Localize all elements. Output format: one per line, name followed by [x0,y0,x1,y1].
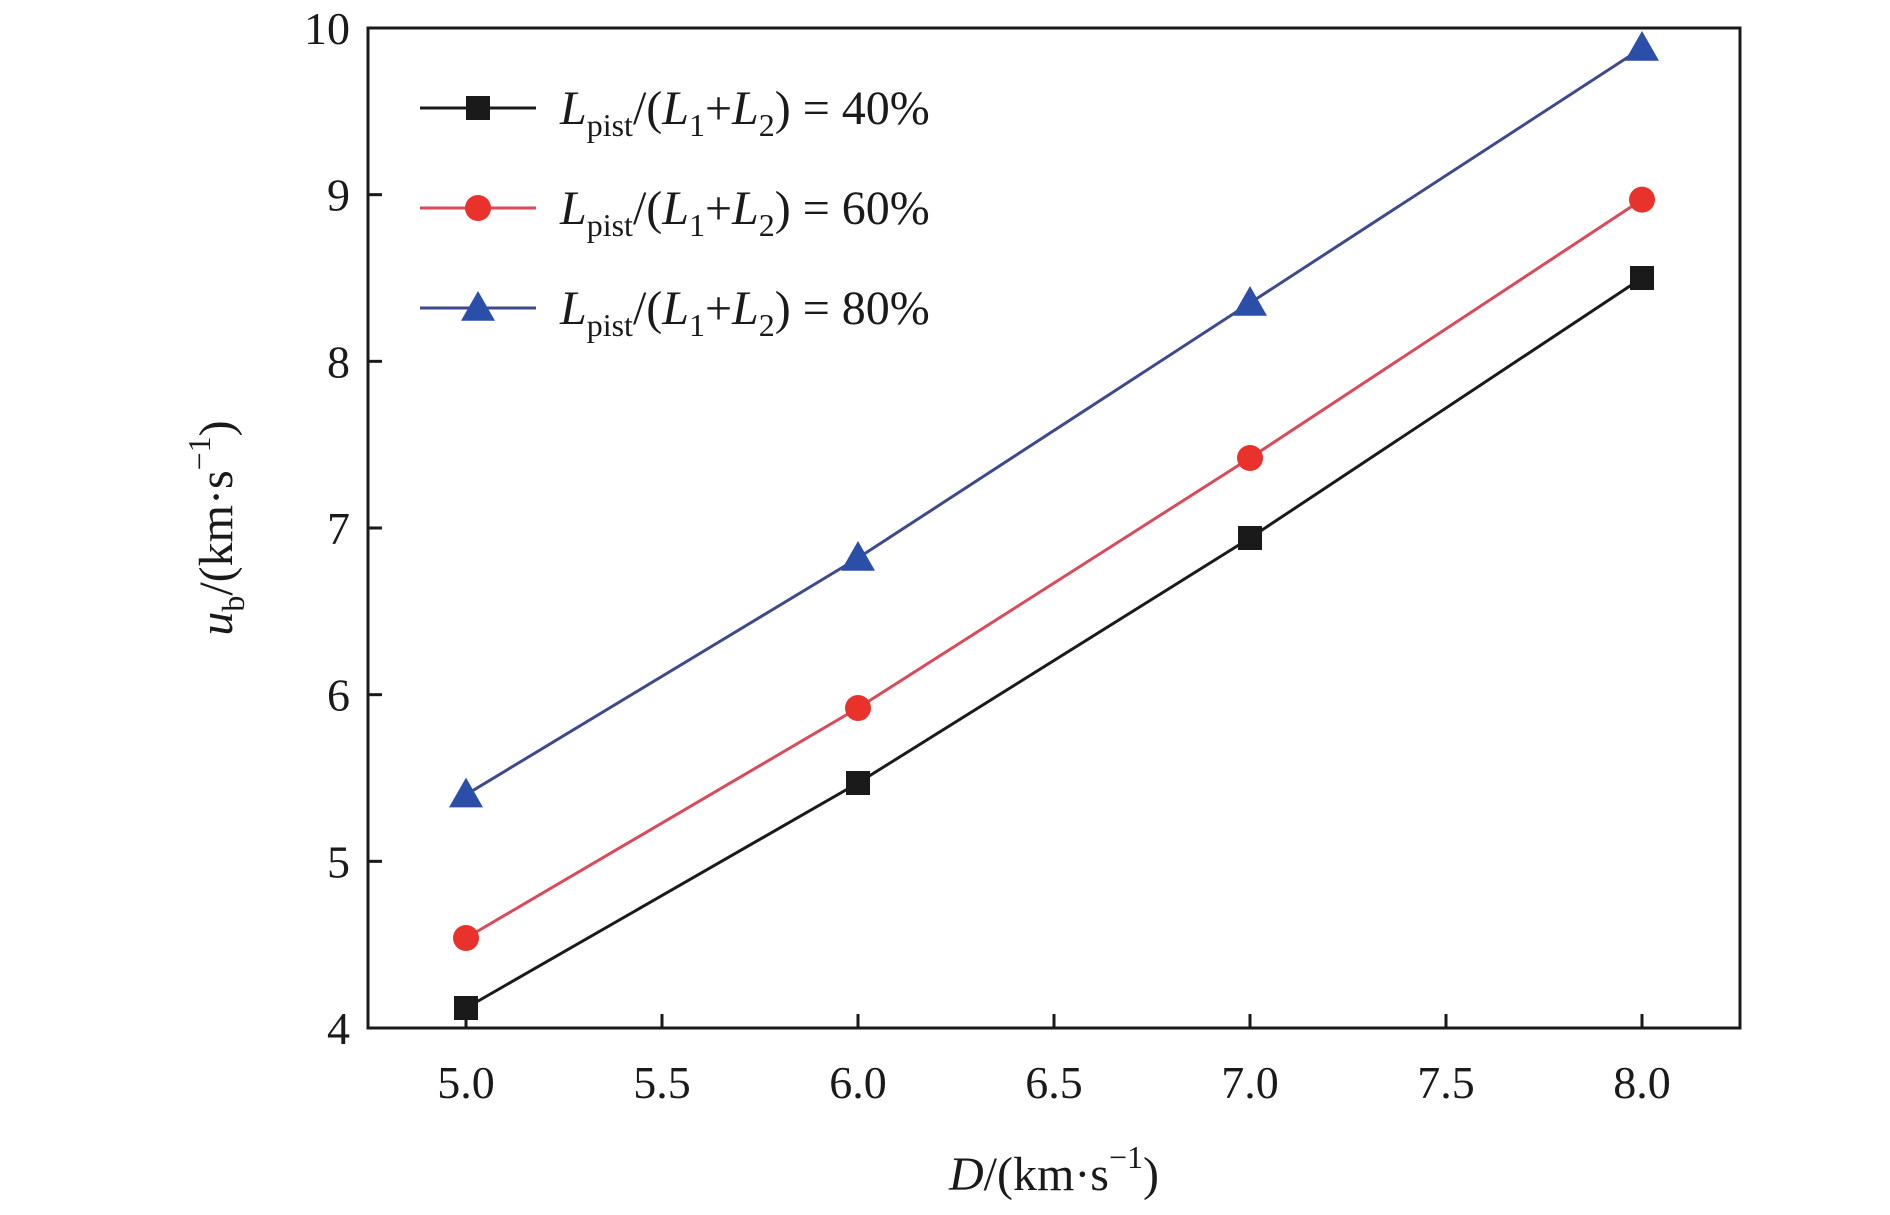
data-point-square [1630,266,1654,290]
legend-label-part: 1 [689,207,705,243]
legend-label-part: L [559,182,587,235]
legend-swatch-triangle [461,291,495,321]
legend-label-part: L [559,282,587,335]
series-line [465,198,1643,940]
y-tick-label: 8 [327,336,350,387]
series-layer [449,31,1659,1020]
x-axis: 5.0 5.5 6.0 6.5 7.0 7.5 8.0 [437,1014,1671,1108]
x-axis-var: D [948,1148,984,1201]
legend-label-part: L [731,182,759,235]
x-tick-label: 7.0 [1221,1057,1279,1108]
data-point-square [1238,526,1262,550]
data-point-circle [845,695,871,721]
series-line [465,276,1643,1010]
legend-item-2: Lpist/(L1+L2) = 60% [420,182,930,243]
legend-label-part: ) = 60% [775,182,930,235]
y-tick-label: 10 [304,3,350,54]
y-tick-label: 9 [327,170,350,221]
x-axis-unit: /(km·s [984,1148,1109,1201]
legend-label-part: + [705,82,732,135]
x-tick-label: 6.5 [1025,1057,1083,1108]
x-tick-label: 5.5 [633,1057,691,1108]
legend-label-part: /( [633,182,662,235]
legend-label-part: L [661,82,689,135]
x-tick-label: 7.5 [1417,1057,1475,1108]
legend-label-part: L [661,282,689,335]
data-point-triangle [1233,286,1267,316]
legend-item-1: Lpist/(L1+L2) = 40% [420,82,930,143]
series-3 [449,31,1659,808]
legend-label-part: /( [633,82,662,135]
legend-label-part: pist [587,307,633,343]
y-axis-close: ) [190,420,243,436]
series-line [465,46,1643,796]
legend-label-part: L [731,282,759,335]
x-axis-exp: −1 [1109,1139,1143,1175]
legend-label-part: pist [587,207,633,243]
series-1 [454,266,1654,1020]
legend-label-part: 1 [689,107,705,143]
plot-frame [366,26,1742,1030]
y-axis: 4 5 6 7 8 9 10 [304,3,382,1054]
legend-label-part: + [705,282,732,335]
y-axis-var: u [190,612,243,636]
legend-label-part: L [661,182,689,235]
legend-label-part: 2 [759,307,775,343]
legend-label-part: /( [633,282,662,335]
legend-label-part: ) = 80% [775,282,930,335]
data-point-triangle [841,541,875,571]
y-tick-label: 4 [327,1003,350,1054]
legend-label-part: L [559,82,587,135]
data-point-circle [1237,445,1263,471]
legend-label: Lpist/(L1+L2) = 80% [559,282,930,343]
legend-swatch-circle [465,195,491,221]
y-axis-exp: −1 [181,436,217,470]
series-2 [453,186,1655,951]
x-tick-label: 8.0 [1613,1057,1671,1108]
y-tick-label: 7 [327,503,350,554]
legend-label-part: L [731,82,759,135]
legend-label: Lpist/(L1+L2) = 60% [559,182,930,243]
data-point-triangle [449,777,483,808]
y-axis-title: ub/(km·s−1) [181,420,251,635]
data-point-circle [453,925,479,951]
data-point-square [846,771,870,795]
legend-label-part: pist [587,107,633,143]
legend-label-part: 2 [759,107,775,143]
legend-swatch-square [466,96,490,120]
legend-label-part: 1 [689,307,705,343]
x-tick-label: 6.0 [829,1057,887,1108]
x-axis-title: D/(km·s−1) [948,1139,1159,1201]
legend-item-3: Lpist/(L1+L2) = 80% [420,282,930,343]
legend: Lpist/(L1+L2) = 40%Lpist/(L1+L2) = 60%Lp… [420,82,930,343]
legend-label: Lpist/(L1+L2) = 40% [559,82,930,143]
data-point-square [454,996,478,1020]
x-tick-label: 5.0 [437,1057,495,1108]
data-point-triangle [1625,31,1659,61]
x-axis-close: ) [1143,1148,1159,1201]
legend-label-part: 2 [759,207,775,243]
y-axis-sub: b [215,596,251,612]
y-tick-label: 5 [327,836,350,887]
y-axis-unit: /(km·s [190,470,243,595]
y-tick-label: 6 [327,670,350,721]
data-point-circle [1629,186,1655,213]
legend-label-part: + [705,182,732,235]
legend-label-part: ) = 40% [775,82,930,135]
